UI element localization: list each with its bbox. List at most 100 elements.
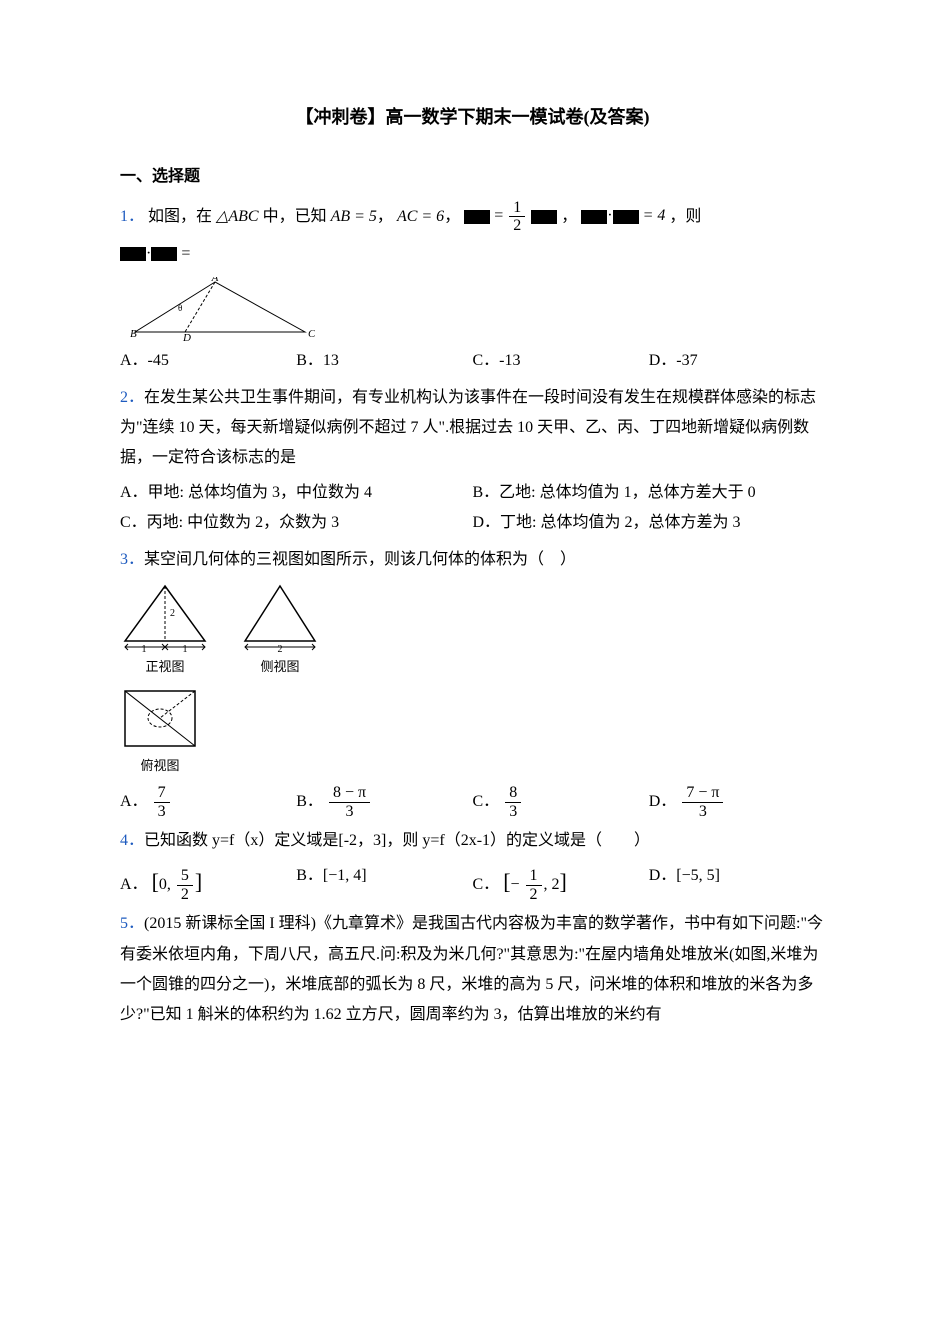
- top-view: 俯视图: [120, 686, 200, 779]
- question-1: 1． 如图，在 △ABC 中，已知 AB = 5， AC = 6， = 1 2 …: [120, 199, 825, 235]
- label: C．: [473, 876, 500, 893]
- bracket-left: [: [152, 869, 159, 894]
- text: , 2: [544, 876, 560, 893]
- redacted-box: [581, 210, 607, 224]
- option-c: C． 8 3: [473, 784, 649, 820]
- q1-options: A．-45 B．13 C．-13 D．-37: [120, 346, 825, 376]
- bracket-right: ]: [195, 869, 202, 894]
- text: 如图，在: [148, 207, 212, 224]
- numerator: 5: [177, 867, 193, 886]
- numerator: 8: [505, 784, 521, 803]
- eq: =: [181, 245, 190, 262]
- denominator: 3: [154, 803, 170, 821]
- option-c: C．丙地: 中位数为 2，众数为 3: [120, 508, 473, 538]
- svg-text:1: 1: [142, 644, 147, 653]
- qnum: 1．: [120, 207, 144, 224]
- svg-text:D: D: [182, 332, 191, 342]
- option-d: D．丁地: 总体均值为 2，总体方差为 3: [473, 508, 826, 538]
- text: 中，已知: [263, 207, 327, 224]
- q4-options: A． [0, 5 2 ] B．[−1, 4] C． [− 1 2 , 2] D．…: [120, 861, 825, 903]
- option-b: B．乙地: 总体均值为 1，总体方差大于 0: [473, 478, 826, 508]
- fraction: 1 2: [509, 199, 525, 235]
- denominator: 2: [177, 886, 193, 904]
- option-b: B． 8 − π 3: [296, 784, 472, 820]
- svg-text:θ: θ: [178, 303, 182, 313]
- eq: AB = 5: [331, 207, 377, 224]
- sep: ，: [444, 207, 460, 224]
- option-d: D．-37: [649, 346, 825, 376]
- numerator: 8 − π: [329, 784, 370, 803]
- question-4: 4．已知函数 y=f（x）定义域是[-2，3]，则 y=f（2x-1）的定义域是…: [120, 826, 825, 856]
- qnum: 4．: [120, 832, 144, 849]
- label: C．: [473, 793, 500, 810]
- redacted-box: [531, 210, 557, 224]
- fraction: 7 3: [154, 784, 170, 820]
- svg-text:1: 1: [183, 644, 188, 653]
- text: 在发生某公共卫生事件期间，有专业机构认为该事件在一段时间没有发生在规模群体感染的…: [120, 389, 816, 467]
- question-5: 5．(2015 新课标全国 I 理科)《九章算术》是我国古代内容极为丰富的数学著…: [120, 909, 825, 1031]
- q3-views-row1: 1 1 2 正视图 2 侧视图: [120, 581, 825, 680]
- q3-views-row2: 俯视图: [120, 686, 825, 779]
- svg-text:2: 2: [170, 608, 175, 619]
- q3-options: A． 7 3 B． 8 − π 3 C． 8 3 D． 7 − π 3: [120, 784, 825, 820]
- label: D．: [649, 793, 677, 810]
- denominator: 2: [509, 217, 525, 235]
- sep: ，: [561, 207, 577, 224]
- caption: 正视图: [120, 655, 210, 680]
- eq: = 4: [643, 207, 666, 224]
- qnum: 2．: [120, 389, 144, 406]
- q1-figure: A B C D θ: [130, 277, 825, 342]
- label: A．: [120, 793, 148, 810]
- option-a: A． 7 3: [120, 784, 296, 820]
- redacted-box: [464, 210, 490, 224]
- numerator: 7: [154, 784, 170, 803]
- option-a: A．甲地: 总体均值为 3，中位数为 4: [120, 478, 473, 508]
- svg-text:A: A: [211, 277, 219, 284]
- redacted-box: [120, 247, 146, 261]
- text: 0,: [159, 876, 171, 893]
- fraction: 8 3: [505, 784, 521, 820]
- sep: ，: [377, 207, 393, 224]
- svg-text:2: 2: [278, 644, 283, 653]
- denominator: 3: [505, 803, 521, 821]
- text: (2015 新课标全国 I 理科)《九章算术》是我国古代内容极为丰富的数学著作，…: [120, 915, 823, 1023]
- denominator: 3: [329, 803, 370, 821]
- bracket-left: [: [503, 869, 510, 894]
- numerator: 1: [526, 867, 542, 886]
- numerator: 1: [509, 199, 525, 218]
- question-2: 2．在发生某公共卫生事件期间，有专业机构认为该事件在一段时间没有发生在规模群体感…: [120, 383, 825, 474]
- page-title: 【冲刺卷】高一数学下期末一模试卷(及答案): [120, 100, 825, 134]
- fraction: 5 2: [177, 867, 193, 903]
- option-d: D． 7 − π 3: [649, 784, 825, 820]
- option-a: A． [0, 5 2 ]: [120, 861, 296, 903]
- text: 已知函数 y=f（x）定义域是[-2，3]，则 y=f（2x-1）的定义域是（ …: [144, 832, 650, 849]
- option-b: B．13: [296, 346, 472, 376]
- numerator: 7 − π: [682, 784, 723, 803]
- qnum: 5．: [120, 915, 144, 932]
- fraction: 8 − π 3: [329, 784, 370, 820]
- caption: 俯视图: [120, 754, 200, 779]
- neg: −: [511, 876, 520, 893]
- redacted-box: [151, 247, 177, 261]
- front-view: 1 1 2 正视图: [120, 581, 210, 680]
- label: B．: [296, 793, 323, 810]
- question-1-line2: · =: [120, 239, 825, 269]
- side-view: 2 侧视图: [240, 581, 320, 680]
- svg-text:B: B: [130, 328, 137, 340]
- q2-options: A．甲地: 总体均值为 3，中位数为 4 B．乙地: 总体均值为 1，总体方差大…: [120, 478, 825, 539]
- option-a: A．-45: [120, 346, 296, 376]
- bracket-right: ]: [560, 869, 567, 894]
- text: ，则: [669, 207, 701, 224]
- svg-text:C: C: [308, 328, 315, 340]
- option-b: B．[−1, 4]: [296, 861, 472, 903]
- redacted-box: [613, 210, 639, 224]
- denominator: 2: [526, 886, 542, 904]
- eq: AC = 6: [397, 207, 444, 224]
- question-3: 3．某空间几何体的三视图如图所示，则该几何体的体积为（ ）: [120, 545, 825, 575]
- section-heading: 一、选择题: [120, 162, 825, 192]
- qnum: 3．: [120, 551, 144, 568]
- label: A．: [120, 876, 148, 893]
- fraction: 1 2: [526, 867, 542, 903]
- option-c: C．-13: [473, 346, 649, 376]
- triangle: △ABC: [216, 207, 259, 224]
